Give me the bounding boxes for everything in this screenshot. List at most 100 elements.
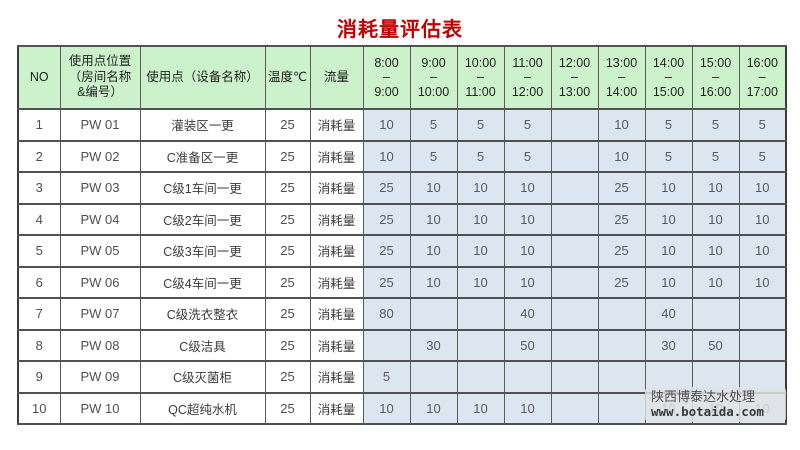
- value-cell: 10: [738, 171, 787, 205]
- value-cell: 5: [503, 108, 552, 142]
- flow-cell: 消耗量: [309, 108, 364, 142]
- header-time-slot: 14:00 – 15:00: [644, 45, 693, 110]
- table-row: 5 PW 05 C级3车间一更 25 消耗量 25 10 10 10 25 10 10 10: [17, 234, 787, 268]
- value-cell: 10: [738, 202, 787, 236]
- flow-cell: 消耗量: [309, 202, 364, 236]
- table-row: 8 PW 08 C级洁具 25 消耗量 30 50 30 50: [17, 328, 787, 362]
- value-cell: 10: [362, 108, 411, 142]
- temp-cell: 25: [264, 108, 311, 142]
- row-no-cell: 4: [17, 202, 61, 236]
- value-cell: [550, 108, 599, 142]
- location-cell: PW 08: [59, 328, 141, 362]
- value-cell: [550, 171, 599, 205]
- value-cell: 10: [644, 234, 693, 268]
- value-cell: 10: [362, 391, 411, 425]
- location-cell: PW 03: [59, 171, 141, 205]
- location-cell: PW 07: [59, 297, 141, 331]
- value-cell: 25: [362, 171, 411, 205]
- value-cell: 10: [691, 202, 740, 236]
- header-row: NO 使用点位置 （房间名称 &编号） 使用点（设备名称） 温度℃ 流量 8:0…: [17, 45, 787, 110]
- value-cell: [409, 360, 458, 394]
- row-no-cell: 7: [17, 297, 61, 331]
- value-cell: [456, 360, 505, 394]
- row-no-cell: 3: [17, 171, 61, 205]
- header-time-slot: 8:00 – 9:00: [362, 45, 411, 110]
- value-cell: 40: [503, 297, 552, 331]
- watermark-company: 陕西博泰达水处理: [651, 389, 756, 404]
- header-time-slot: 12:00 – 13:00: [550, 45, 599, 110]
- value-cell: [550, 139, 599, 173]
- row-no-cell: 9: [17, 360, 61, 394]
- table-row: 6 PW 06 C级4车间一更 25 消耗量 25 10 10 10 25 10 10 10: [17, 265, 787, 299]
- value-cell: [597, 328, 646, 362]
- temp-cell: 25: [264, 328, 311, 362]
- temp-cell: 25: [264, 391, 311, 425]
- usage-point-cell: C级1车间一更: [139, 171, 266, 205]
- value-cell: 80: [362, 297, 411, 331]
- flow-cell: 消耗量: [309, 391, 364, 425]
- flow-cell: 消耗量: [309, 234, 364, 268]
- header-time-slot: 16:00 – 17:00: [738, 45, 787, 110]
- value-cell: 25: [362, 265, 411, 299]
- header-temperature: 温度℃: [264, 45, 311, 110]
- value-cell: [597, 391, 646, 425]
- value-cell: [550, 328, 599, 362]
- header-time-slot: 13:00 – 14:00: [597, 45, 646, 110]
- table-row: 1 PW 01 灌装区一更 25 消耗量 10 5 5 5 10 5 5 5: [17, 108, 787, 142]
- value-cell: 10: [456, 234, 505, 268]
- page-title: 消耗量评估表: [337, 19, 463, 41]
- value-cell: 10: [362, 139, 411, 173]
- temp-cell: 25: [264, 297, 311, 331]
- value-cell: [550, 391, 599, 425]
- value-cell: 5: [738, 108, 787, 142]
- value-cell: [456, 328, 505, 362]
- temp-cell: 25: [264, 202, 311, 236]
- value-cell: [550, 234, 599, 268]
- flow-cell: 消耗量: [309, 297, 364, 331]
- location-cell: PW 05: [59, 234, 141, 268]
- location-cell: PW 10: [59, 391, 141, 425]
- value-cell: [362, 328, 411, 362]
- usage-point-cell: C级3车间一更: [139, 234, 266, 268]
- value-cell: 50: [503, 328, 552, 362]
- value-cell: 25: [597, 202, 646, 236]
- value-cell: 10: [503, 171, 552, 205]
- flow-cell: 消耗量: [309, 265, 364, 299]
- table-row: 9 PW 09 C级灭菌柜 25 消耗量 5: [17, 360, 787, 394]
- table-row: 7 PW 07 C级洗衣整衣 25 消耗量 80 40 40: [17, 297, 787, 331]
- usage-point-cell: C级灭菌柜: [139, 360, 266, 394]
- value-cell: 5: [456, 139, 505, 173]
- value-cell: 5: [644, 139, 693, 173]
- header-location: 使用点位置 （房间名称 &编号）: [59, 45, 141, 110]
- value-cell: 10: [409, 171, 458, 205]
- value-cell: 40: [644, 297, 693, 331]
- value-cell: 5: [409, 139, 458, 173]
- table-row: 4 PW 04 C级2车间一更 25 消耗量 25 10 10 10 25 10 10 10: [17, 202, 787, 236]
- value-cell: [738, 297, 787, 331]
- flow-cell: 消耗量: [309, 328, 364, 362]
- row-no-cell: 2: [17, 139, 61, 173]
- value-cell: [409, 297, 458, 331]
- value-cell: [550, 297, 599, 331]
- value-cell: 5: [503, 139, 552, 173]
- header-time-slot: 9:00 – 10:00: [409, 45, 458, 110]
- location-cell: PW 02: [59, 139, 141, 173]
- value-cell: [550, 202, 599, 236]
- value-cell: 10: [597, 108, 646, 142]
- value-cell: 5: [362, 360, 411, 394]
- value-cell: 5: [644, 108, 693, 142]
- row-no-cell: 5: [17, 234, 61, 268]
- usage-point-cell: C级洁具: [139, 328, 266, 362]
- value-cell: [456, 297, 505, 331]
- row-no-cell: 8: [17, 328, 61, 362]
- flow-cell: 消耗量: [309, 360, 364, 394]
- table-row: 3 PW 03 C级1车间一更 25 消耗量 25 10 10 10 25 10 10 10: [17, 171, 787, 205]
- location-cell: PW 06: [59, 265, 141, 299]
- value-cell: 10: [738, 234, 787, 268]
- temp-cell: 25: [264, 234, 311, 268]
- value-cell: [503, 360, 552, 394]
- value-cell: 10: [503, 234, 552, 268]
- header-flow: 流量: [309, 45, 364, 110]
- row-no-cell: 1: [17, 108, 61, 142]
- value-cell: 10: [503, 265, 552, 299]
